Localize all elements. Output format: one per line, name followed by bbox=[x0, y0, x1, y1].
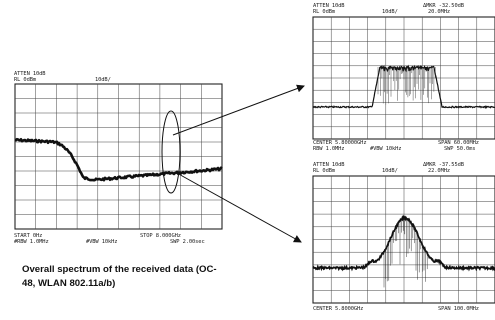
top-header-marker-freq: 20.0MHz bbox=[428, 9, 451, 15]
bottom-header-marker-freq: 22.0MHz bbox=[428, 168, 451, 174]
top-header-atten: ATTEN 10dB bbox=[313, 3, 345, 9]
bottom-footer-span: SPAN 100.0MHz bbox=[438, 306, 479, 312]
bottom-header-atten: ATTEN 10dB bbox=[313, 162, 345, 168]
top-header-marker: ΔMKR -32.50dB bbox=[423, 3, 464, 9]
top-header-rl: RL 0dBm bbox=[313, 9, 336, 15]
bottom-header-rl: RL 0dBm bbox=[313, 168, 336, 174]
overall-spectrum-trace bbox=[14, 137, 223, 182]
left-footer-rbw: #RBW 1.0MHz bbox=[14, 239, 49, 245]
top-footer-swp: SWP 50.0ms bbox=[444, 146, 476, 152]
bottom-envelope bbox=[312, 214, 495, 272]
top-header-scale: 10dB/ bbox=[382, 9, 398, 15]
bottom-header-marker: ΔMKR -37.55dB bbox=[423, 162, 464, 168]
overall-spectrum-grid bbox=[14, 83, 223, 230]
top-footer-span: SPAN 60.00MHz bbox=[438, 140, 479, 146]
bottom-header-scale: 10dB/ bbox=[382, 168, 398, 174]
wlan-a-spectrum-trace bbox=[312, 64, 495, 110]
left-header-scale: 10dB/ bbox=[95, 77, 111, 83]
left-footer-start: START 0Hz bbox=[14, 233, 43, 239]
figure-caption: Overall spectrum of the received data (O… bbox=[22, 264, 217, 289]
left-header-rl: RL 0dBm bbox=[14, 77, 37, 83]
wlan-b-spectrum-grid bbox=[312, 175, 495, 304]
top-footer-rbw: RBW 1.0MHz bbox=[313, 146, 345, 152]
top-footer-center: CENTER 5.80000GHz bbox=[313, 140, 367, 146]
left-header-atten: ATTEN 10dB bbox=[14, 71, 46, 77]
left-footer-swp: SWP 2.00sec bbox=[170, 239, 205, 245]
highlight-ellipse bbox=[161, 110, 181, 194]
top-footer-vbw: #VBW 10kHz bbox=[370, 146, 402, 152]
left-footer-stop: STOP 8.000GHz bbox=[140, 233, 181, 239]
wlan-b-spectrum-trace bbox=[312, 214, 495, 288]
arrow-to-top-plot bbox=[172, 84, 305, 136]
left-footer-vbw: #VBW 10kHz bbox=[86, 239, 118, 245]
bottom-footer-center: CENTER 5.8000GHz bbox=[313, 306, 364, 312]
arrow-to-bottom-plot bbox=[174, 171, 302, 243]
